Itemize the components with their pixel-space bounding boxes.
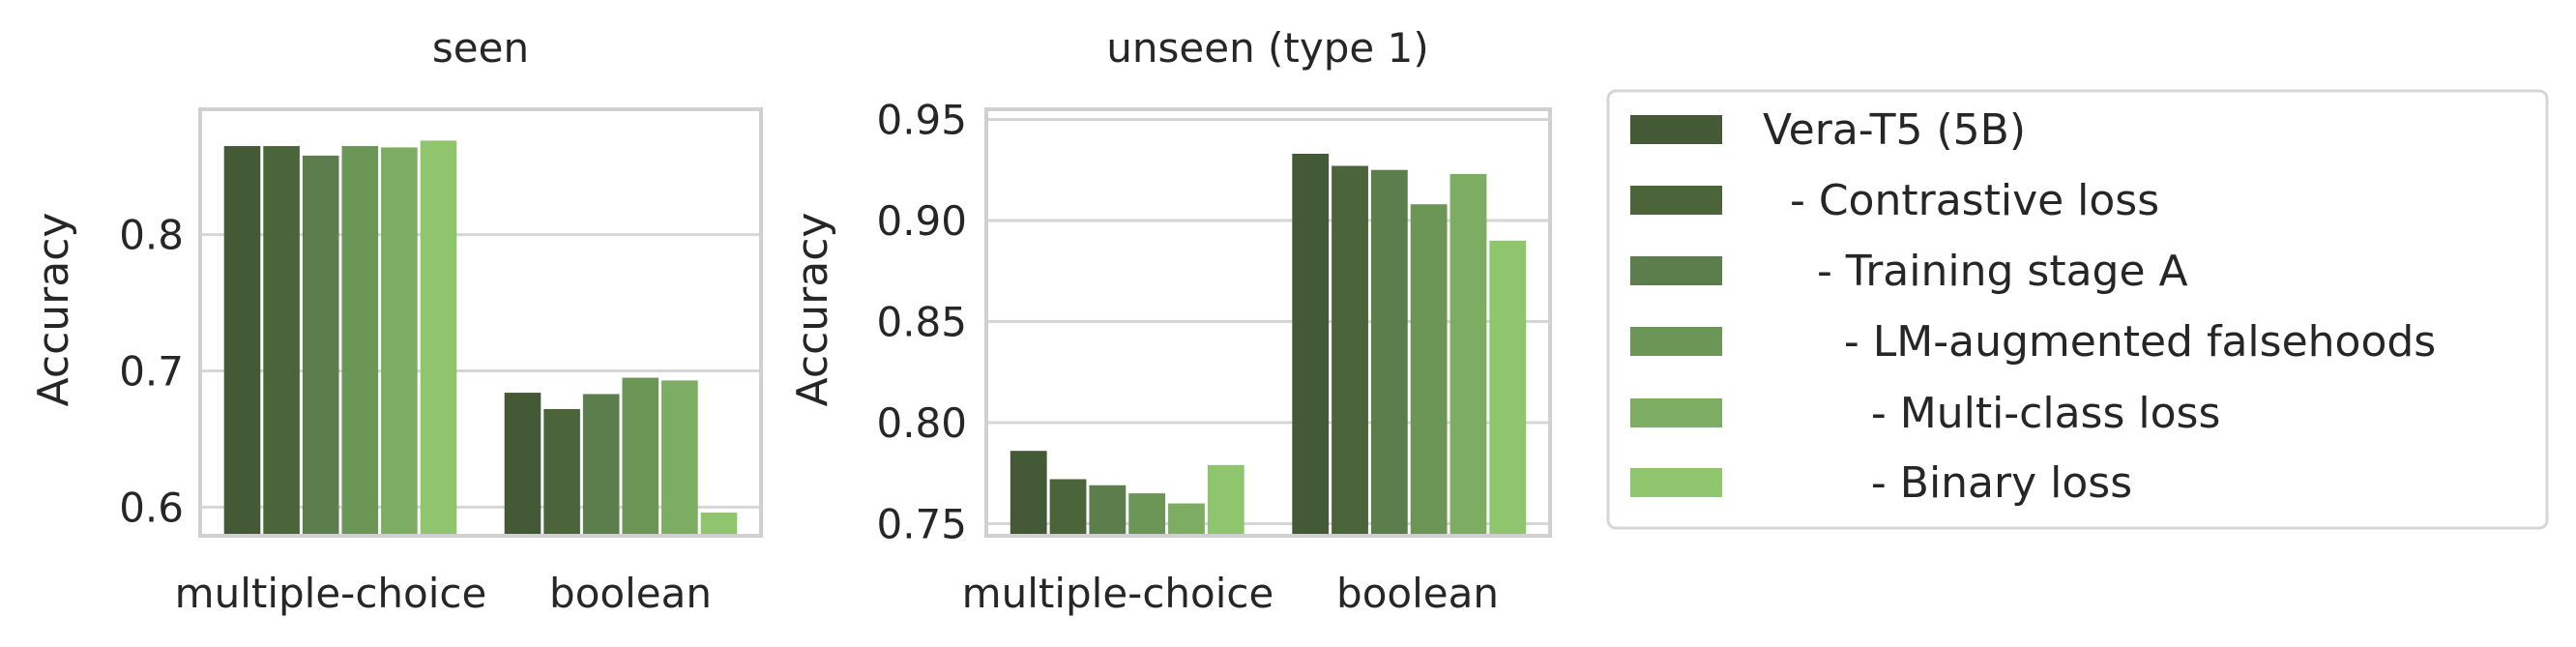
legend-swatch — [1630, 256, 1722, 285]
legend-frame — [1606, 89, 2549, 530]
x-tick-label: boolean — [1336, 570, 1499, 617]
axes-frame — [198, 107, 763, 538]
chart-title: seen — [432, 24, 529, 72]
y-tick-label: 0.8 — [119, 212, 184, 259]
legend-entry: - Binary loss — [1630, 458, 2132, 508]
axes-frame — [984, 107, 1552, 538]
legend-swatch — [1630, 327, 1722, 356]
y-tick-label: 0.6 — [119, 484, 184, 531]
x-tick-label: boolean — [549, 570, 712, 617]
bar — [381, 147, 418, 536]
bar — [1010, 451, 1047, 536]
legend-entry: - Training stage A — [1630, 247, 2188, 296]
x-tick-label: multiple-choice — [175, 570, 487, 617]
bar — [1370, 169, 1408, 536]
legend-swatch — [1630, 186, 1722, 215]
legend-entry: - Multi-class loss — [1630, 389, 2220, 438]
chart-title: unseen (type 1) — [1106, 24, 1428, 72]
bar — [582, 394, 620, 536]
legend-swatch — [1630, 115, 1722, 144]
bar — [1332, 165, 1368, 536]
bar — [504, 393, 542, 536]
bar — [622, 377, 659, 536]
bar — [1410, 204, 1448, 536]
bar — [1292, 153, 1330, 536]
y-tick-label: 0.7 — [119, 348, 184, 396]
bar — [341, 146, 379, 536]
legend-swatch — [1630, 398, 1722, 427]
bar — [263, 146, 300, 536]
bar — [543, 408, 580, 536]
bar — [420, 140, 457, 536]
chart-seen: seen Accuracy multiple-choice boolean 0.… — [29, 24, 763, 617]
x-tick-label: multiple-choice — [962, 570, 1274, 617]
legend-entry: - Contrastive loss — [1630, 176, 2159, 225]
bar — [1128, 493, 1166, 536]
chart-unseen-type-1: unseen (type 1) Accuracy multiple-choice… — [788, 24, 1552, 617]
legend-label: Vera-T5 (5B) — [1763, 105, 2026, 155]
bar — [1168, 503, 1205, 536]
legend: Vera-T5 (5B) - Contrastive loss - Traini… — [1606, 89, 2549, 530]
y-axis-label: Accuracy — [788, 213, 837, 407]
legend-swatch — [1630, 468, 1722, 497]
bar — [223, 146, 261, 536]
bar — [1089, 485, 1127, 536]
bar — [661, 380, 698, 536]
legend-label: - Multi-class loss — [1763, 389, 2220, 438]
bar — [1207, 464, 1244, 536]
bar — [1449, 173, 1487, 536]
legend-label: - LM-augmented falsehoods — [1763, 317, 2436, 367]
bar — [1049, 479, 1087, 536]
y-axis-label: Accuracy — [29, 213, 78, 407]
y-tick-label: 0.95 — [876, 96, 967, 143]
y-tick-label: 0.85 — [876, 298, 967, 345]
y-tick-label: 0.80 — [876, 399, 967, 447]
bar — [302, 155, 339, 536]
y-tick-label: 0.90 — [876, 197, 967, 245]
bar — [1489, 240, 1527, 536]
legend-entry: - LM-augmented falsehoods — [1630, 317, 2436, 367]
y-tick-label: 0.75 — [876, 500, 967, 547]
bar — [700, 513, 738, 536]
legend-label: - Training stage A — [1763, 247, 2188, 296]
legend-label: - Binary loss — [1763, 458, 2132, 508]
legend-label: - Contrastive loss — [1763, 176, 2159, 225]
legend-entry: Vera-T5 (5B) — [1630, 105, 2026, 155]
